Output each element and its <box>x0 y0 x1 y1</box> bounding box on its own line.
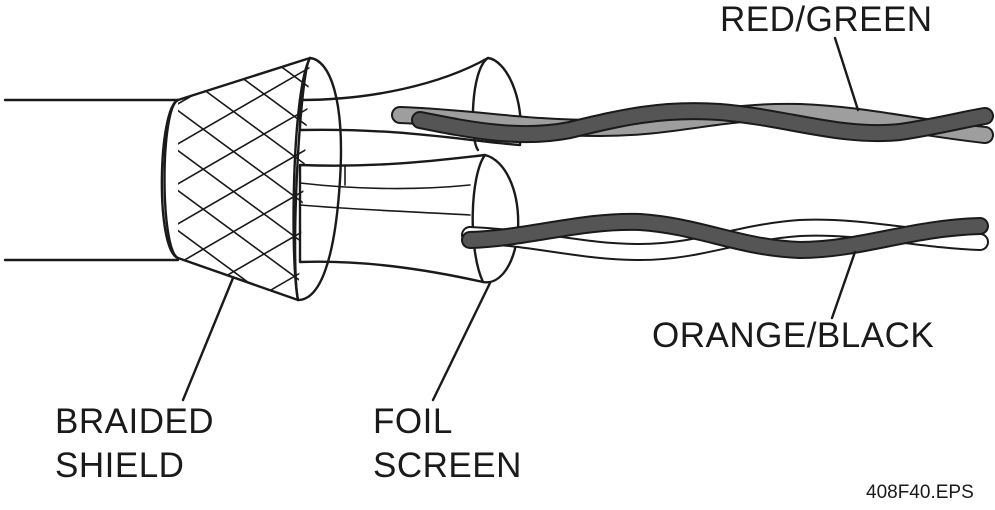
leader-foil-screen <box>431 281 492 402</box>
cable-jacket <box>3 98 180 262</box>
leader-lines <box>181 36 860 402</box>
foil-screen <box>292 56 522 302</box>
leader-red-green <box>833 36 860 112</box>
label-braided-shield-line2: SHIELD <box>55 446 185 485</box>
label-orange-black: ORANGE/BLACK <box>652 316 935 355</box>
red-green-twisted-pair <box>391 102 994 144</box>
label-braided-shield-line1: BRAIDED <box>55 402 215 441</box>
figure-id: 408F40.EPS <box>866 482 974 503</box>
label-foil-screen-line2: SCREEN <box>373 446 522 485</box>
label-foil-screen-line1: FOIL <box>373 402 453 441</box>
orange-black-twisted-pair <box>461 212 989 262</box>
leader-orange-black <box>830 250 857 320</box>
braided-shield <box>163 56 312 302</box>
leader-braided-shield <box>181 276 235 402</box>
label-red-green: RED/GREEN <box>720 0 933 39</box>
